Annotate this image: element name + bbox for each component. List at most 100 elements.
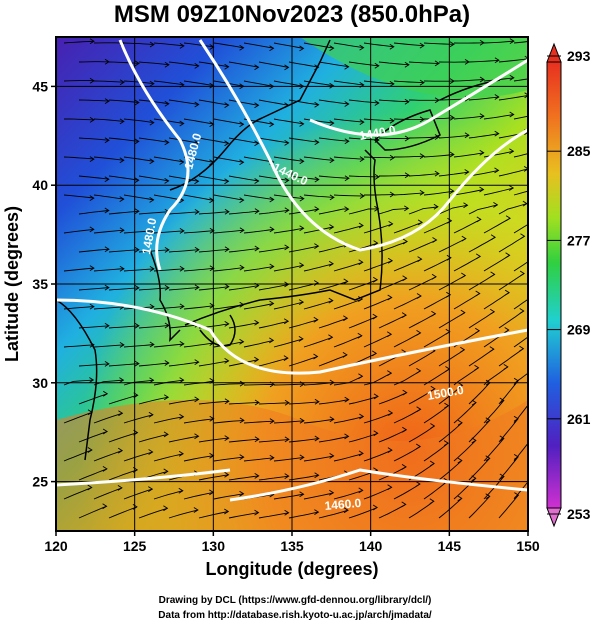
streamline-10 — [363, 42, 394, 48]
streamline-arrow-148 — [224, 208, 230, 215]
streamline-40 — [303, 80, 334, 87]
streamline-arrow-64 — [89, 117, 95, 123]
streamline-257 — [93, 344, 124, 348]
streamline-arrow-2 — [149, 41, 155, 48]
streamline-arrow-410 — [401, 501, 407, 508]
streamline-arrow-195 — [179, 265, 185, 272]
colorbar-tick-label-2: 277 — [567, 232, 591, 248]
streamline-386 — [123, 488, 153, 500]
streamline-14 — [483, 40, 514, 44]
streamline-21 — [228, 61, 259, 68]
streamline-181 — [228, 248, 259, 253]
streamline-arrow-304 — [102, 390, 109, 397]
streamline-arrow-3 — [179, 43, 185, 49]
streamline-arrow-391 — [299, 491, 305, 498]
streamline-162 — [123, 230, 154, 234]
streamline-arrow-4 — [209, 44, 215, 50]
streamline-112 — [78, 175, 109, 180]
streamline-arrow-263 — [298, 336, 304, 342]
contour-label-6: 1480.0 — [139, 217, 159, 256]
streamline-arrow-375 — [314, 472, 320, 479]
streamline-137 — [333, 194, 365, 197]
streamline-arrow-339 — [194, 433, 200, 440]
streamline-arrow-279 — [313, 353, 319, 360]
streamline-arrow-113 — [134, 177, 140, 184]
lon-tick-label-1: 125 — [123, 538, 147, 554]
streamline-arrow-38 — [269, 83, 275, 90]
streamline-325 — [213, 419, 244, 424]
streamline-167 — [273, 227, 304, 234]
streamline-arrow-231 — [298, 299, 305, 305]
streamline-arrow-54 — [284, 102, 290, 109]
streamline-arrow-39 — [299, 83, 305, 90]
streamline-276 — [198, 360, 229, 367]
streamline-arrow-147 — [194, 209, 200, 215]
streamline-175 — [513, 223, 528, 234]
streamline-arrow-85 — [254, 140, 260, 147]
streamline-307 — [168, 398, 199, 405]
streamline-242 — [138, 325, 169, 329]
credit-drawing: Drawing by DCL (https://www.gfd-dennou.o… — [159, 595, 432, 606]
streamline-arrow-138 — [389, 191, 395, 198]
streamline-arrow-364 — [443, 440, 449, 446]
streamline-arrow-408 — [343, 507, 349, 514]
streamline-375 — [288, 474, 319, 481]
streamline-arrow-176 — [104, 246, 110, 253]
streamline-arrow-14 — [509, 38, 515, 44]
streamline-209 — [108, 287, 139, 291]
streamline-arrow-193 — [119, 265, 125, 272]
streamline-arrow-202 — [387, 257, 394, 264]
contour-1480-west — [118, 39, 190, 271]
streamline-305 — [108, 394, 138, 405]
streamline-arrow-99 — [179, 159, 185, 165]
streamline-260 — [183, 342, 214, 348]
streamline-arrow-326 — [269, 418, 275, 424]
streamline-arrow-111 — [539, 147, 543, 152]
streamline-arrow-307 — [194, 396, 200, 403]
streamline-38 — [243, 80, 274, 87]
lon-tick-label-0: 120 — [44, 538, 68, 554]
streamline-arrow-90 — [404, 135, 410, 142]
streamline-arrow-189 — [490, 234, 496, 241]
streamline-221 — [468, 274, 495, 291]
streamline-168 — [303, 226, 334, 234]
streamline-118 — [258, 175, 289, 181]
streamline-arrow-252 — [460, 309, 466, 316]
streamline-arrow-257 — [119, 342, 125, 348]
streamline-arrow-358 — [269, 454, 275, 461]
streamline-arrow-180 — [224, 246, 230, 253]
streamline-arrow-149 — [254, 208, 260, 214]
streamline-91 — [408, 136, 440, 139]
streamline-310 — [258, 402, 290, 405]
streamline-arrow-219 — [431, 273, 437, 280]
streamline-129 — [93, 194, 124, 200]
streamline-185 — [348, 242, 378, 253]
streamline-47 — [513, 78, 528, 82]
streamline-arrow-355 — [178, 450, 184, 457]
streamline-49 — [108, 99, 139, 103]
streamline-124 — [438, 171, 469, 177]
streamline-141 — [453, 189, 484, 196]
streamline-19 — [168, 61, 199, 67]
streamline-157 — [468, 204, 498, 215]
streamline-arrow-306 — [163, 394, 170, 401]
streamline-264 — [303, 336, 333, 348]
streamline-309 — [228, 402, 260, 405]
streamline-114 — [138, 175, 169, 182]
streamline-arrow-323 — [179, 413, 185, 420]
streamline-296 — [303, 382, 334, 386]
streamline-295 — [273, 383, 305, 386]
streamline-arrow-407 — [314, 509, 320, 515]
streamline-arrow-414 — [514, 492, 520, 498]
streamline-83 — [168, 137, 199, 144]
streamline-119 — [288, 175, 319, 180]
streamline-arrow-198 — [269, 263, 275, 270]
streamline-arrow-379 — [429, 460, 435, 467]
streamline-arrow-394 — [387, 484, 393, 491]
coast-korea-peninsula — [149, 249, 181, 343]
streamline-arrow-353 — [117, 447, 124, 454]
contour-label-5: 1460.0 — [324, 496, 362, 513]
streamline-arrow-163 — [179, 228, 185, 234]
streamline-arrow-172 — [447, 217, 453, 224]
